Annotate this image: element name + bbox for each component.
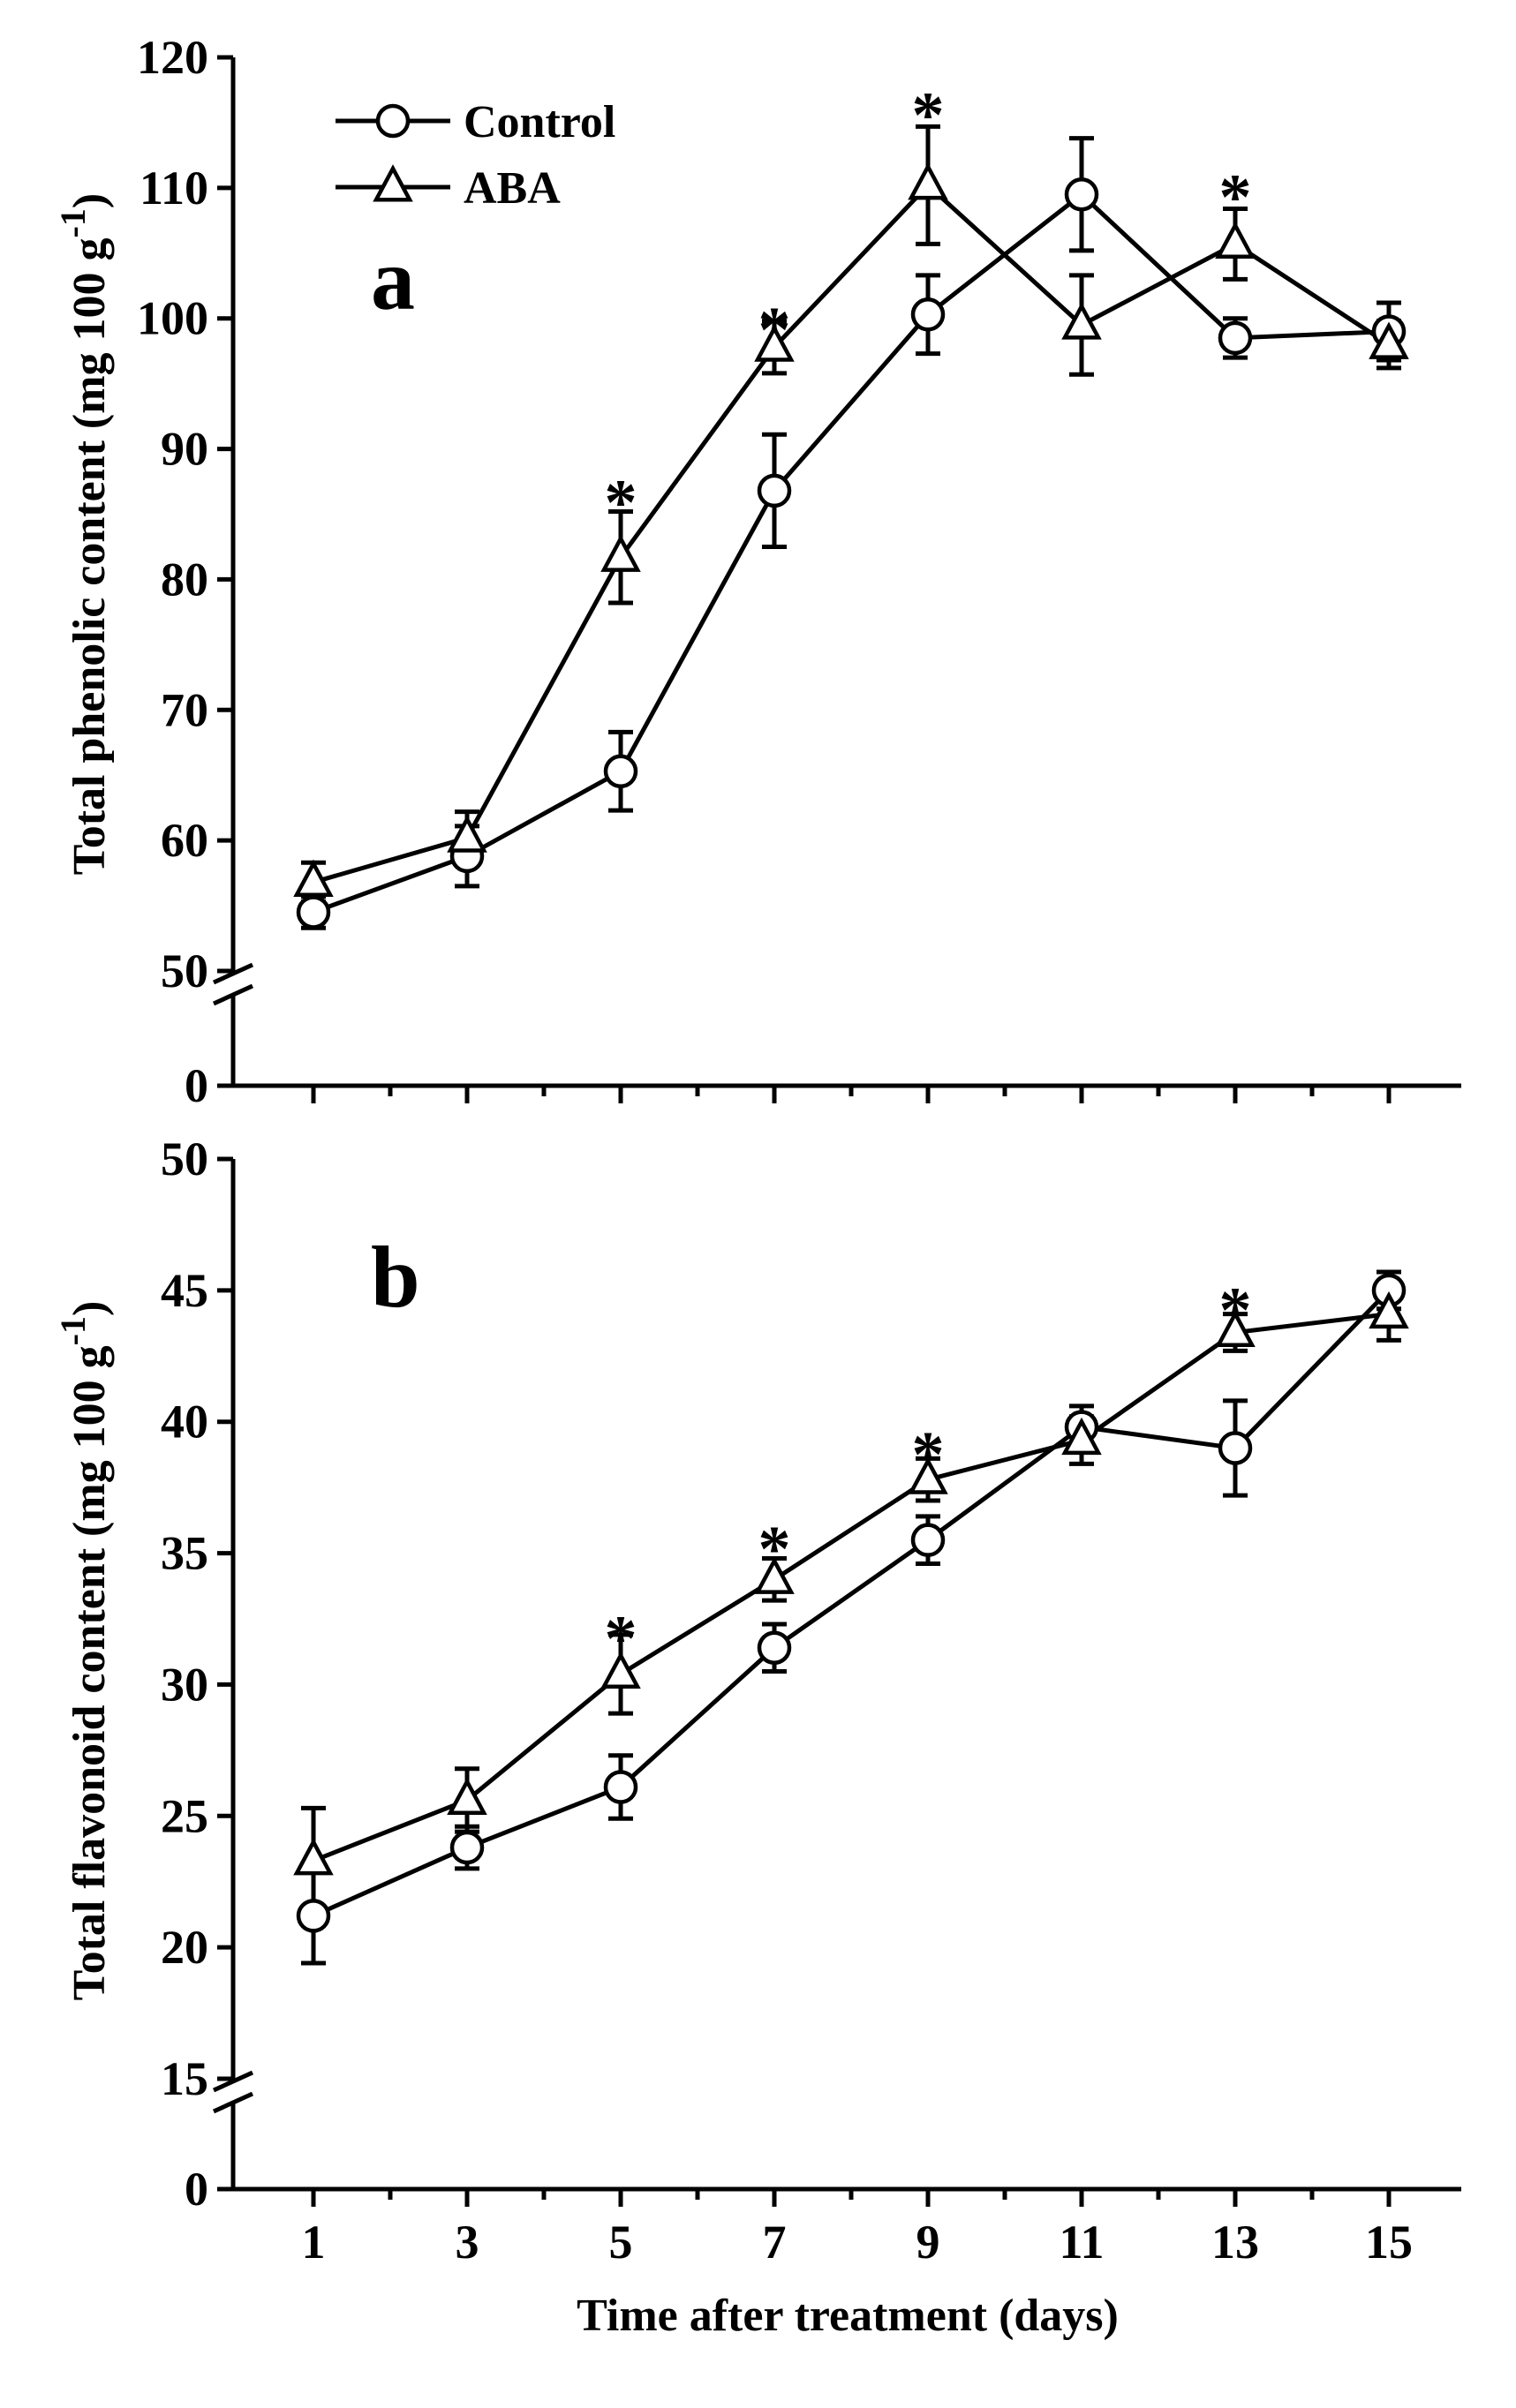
- significance-asterisk: *: [1219, 1275, 1252, 1347]
- series-line-control: [313, 191, 1390, 914]
- x-tick-label: 5: [609, 2216, 633, 2269]
- data-point-aba: [1061, 302, 1102, 340]
- x-tick-label: 15: [1365, 2216, 1413, 2269]
- legend-label-control: Control: [464, 97, 615, 147]
- y-tick-label: 15: [161, 2052, 208, 2105]
- data-point-aba: [600, 534, 641, 572]
- data-point-aba: [447, 1777, 487, 1815]
- y-axis-title-main: Total flavonoid content (mg 100 g: [64, 1345, 115, 2000]
- series-line-control: [312, 1289, 1391, 1918]
- axis-break-mark: [212, 2091, 254, 2114]
- y-tick-label: 30: [161, 1658, 208, 1711]
- y-tick-label: 50: [161, 1133, 208, 1185]
- y-tick-label: 110: [140, 162, 208, 214]
- y-tick-label: 35: [161, 1527, 208, 1580]
- x-axis-title: Time after treatment (days): [577, 2291, 1119, 2341]
- data-point-control: [1218, 320, 1253, 356]
- panel-label: a: [371, 230, 415, 328]
- chart-panel-a: 0 50 60 70 80 90 100 110 120 Total phenolic conte…: [53, 31, 1461, 1112]
- data-point-control: [1218, 1431, 1253, 1465]
- y-tick-label: 0: [185, 1059, 208, 1112]
- data-point-control: [1064, 177, 1099, 212]
- significance-asterisk: *: [1219, 162, 1252, 234]
- y-axis-title-superscript: -1: [53, 1316, 93, 1345]
- y-axis-title-superscript: -1: [53, 208, 93, 237]
- y-tick-label: 70: [161, 683, 208, 736]
- axis-break-mark: [212, 962, 254, 985]
- x-tick-label: 11: [1059, 2216, 1104, 2269]
- y-tick-label: 40: [161, 1396, 208, 1449]
- data-point-aba: [908, 162, 948, 200]
- data-point-control: [910, 297, 946, 332]
- legend-label-aba: ABA: [464, 163, 561, 214]
- y-axis-title: Total flavonoid content (mg 100 g-1): [53, 1301, 115, 2001]
- y-axis-title-main: Total phenolic content (mg 100 g: [64, 237, 115, 875]
- series-line-aba: [313, 182, 1391, 884]
- y-tick-label: 100: [137, 292, 208, 345]
- data-point-aba: [447, 815, 487, 853]
- data-point-aba: [1369, 1291, 1409, 1329]
- data-point-aba: [1215, 1309, 1256, 1348]
- data-point-aba: [754, 1556, 795, 1594]
- data-point-aba: [1369, 321, 1409, 359]
- y-tick-label: 45: [161, 1264, 208, 1317]
- y-tick-label: 20: [161, 1921, 208, 1974]
- y-tick-label: 25: [161, 1789, 208, 1842]
- data-point-control: [757, 1630, 792, 1665]
- data-point-aba: [1061, 1417, 1102, 1456]
- data-point-control: [603, 754, 638, 789]
- significance-asterisk: *: [912, 1419, 945, 1492]
- series-line-aba: [313, 1312, 1390, 1863]
- data-point-aba: [293, 859, 334, 897]
- data-point-control: [757, 473, 792, 508]
- significance-asterisk: *: [912, 79, 945, 152]
- legend-marker-control: [375, 103, 411, 139]
- data-point-control: [910, 1523, 946, 1557]
- data-point-aba: [1215, 221, 1256, 259]
- significance-asterisk: *: [758, 295, 791, 367]
- legend-marker-aba: [373, 164, 413, 202]
- significance-asterisk: *: [605, 467, 637, 539]
- y-axis-title-close: ): [64, 193, 115, 208]
- data-point-control: [296, 1899, 331, 1933]
- data-point-aba: [754, 324, 795, 362]
- data-point-control: [449, 1830, 485, 1865]
- y-tick-label: 120: [137, 31, 208, 84]
- x-tick-label: 1: [302, 2216, 326, 2269]
- x-tick-label: 7: [763, 2216, 787, 2269]
- y-tick-label: 50: [161, 944, 208, 997]
- significance-asterisk: *: [758, 1514, 791, 1586]
- significance-asterisk: *: [605, 1603, 637, 1675]
- axis-break-mark: [212, 2070, 254, 2093]
- data-point-control: [296, 895, 331, 929]
- data-point-control: [603, 1770, 638, 1804]
- x-tick-label: 9: [916, 2216, 940, 2269]
- y-axis-title-close: ): [64, 1301, 115, 1316]
- panel-label: b: [371, 1228, 420, 1326]
- x-tick-label: 3: [456, 2216, 479, 2269]
- data-point-aba: [293, 1838, 334, 1876]
- y-tick-label: 80: [161, 553, 208, 606]
- axis-break-mark: [212, 983, 254, 1006]
- y-axis-title: Total phenolic content (mg 100 g-1): [53, 193, 115, 875]
- x-tick-label: 13: [1211, 2216, 1259, 2269]
- y-tick-label: 90: [161, 423, 208, 476]
- y-tick-label: 60: [161, 814, 208, 867]
- y-tick-label: 0: [185, 2163, 208, 2216]
- data-point-aba: [908, 1456, 948, 1494]
- data-point-aba: [600, 1651, 641, 1689]
